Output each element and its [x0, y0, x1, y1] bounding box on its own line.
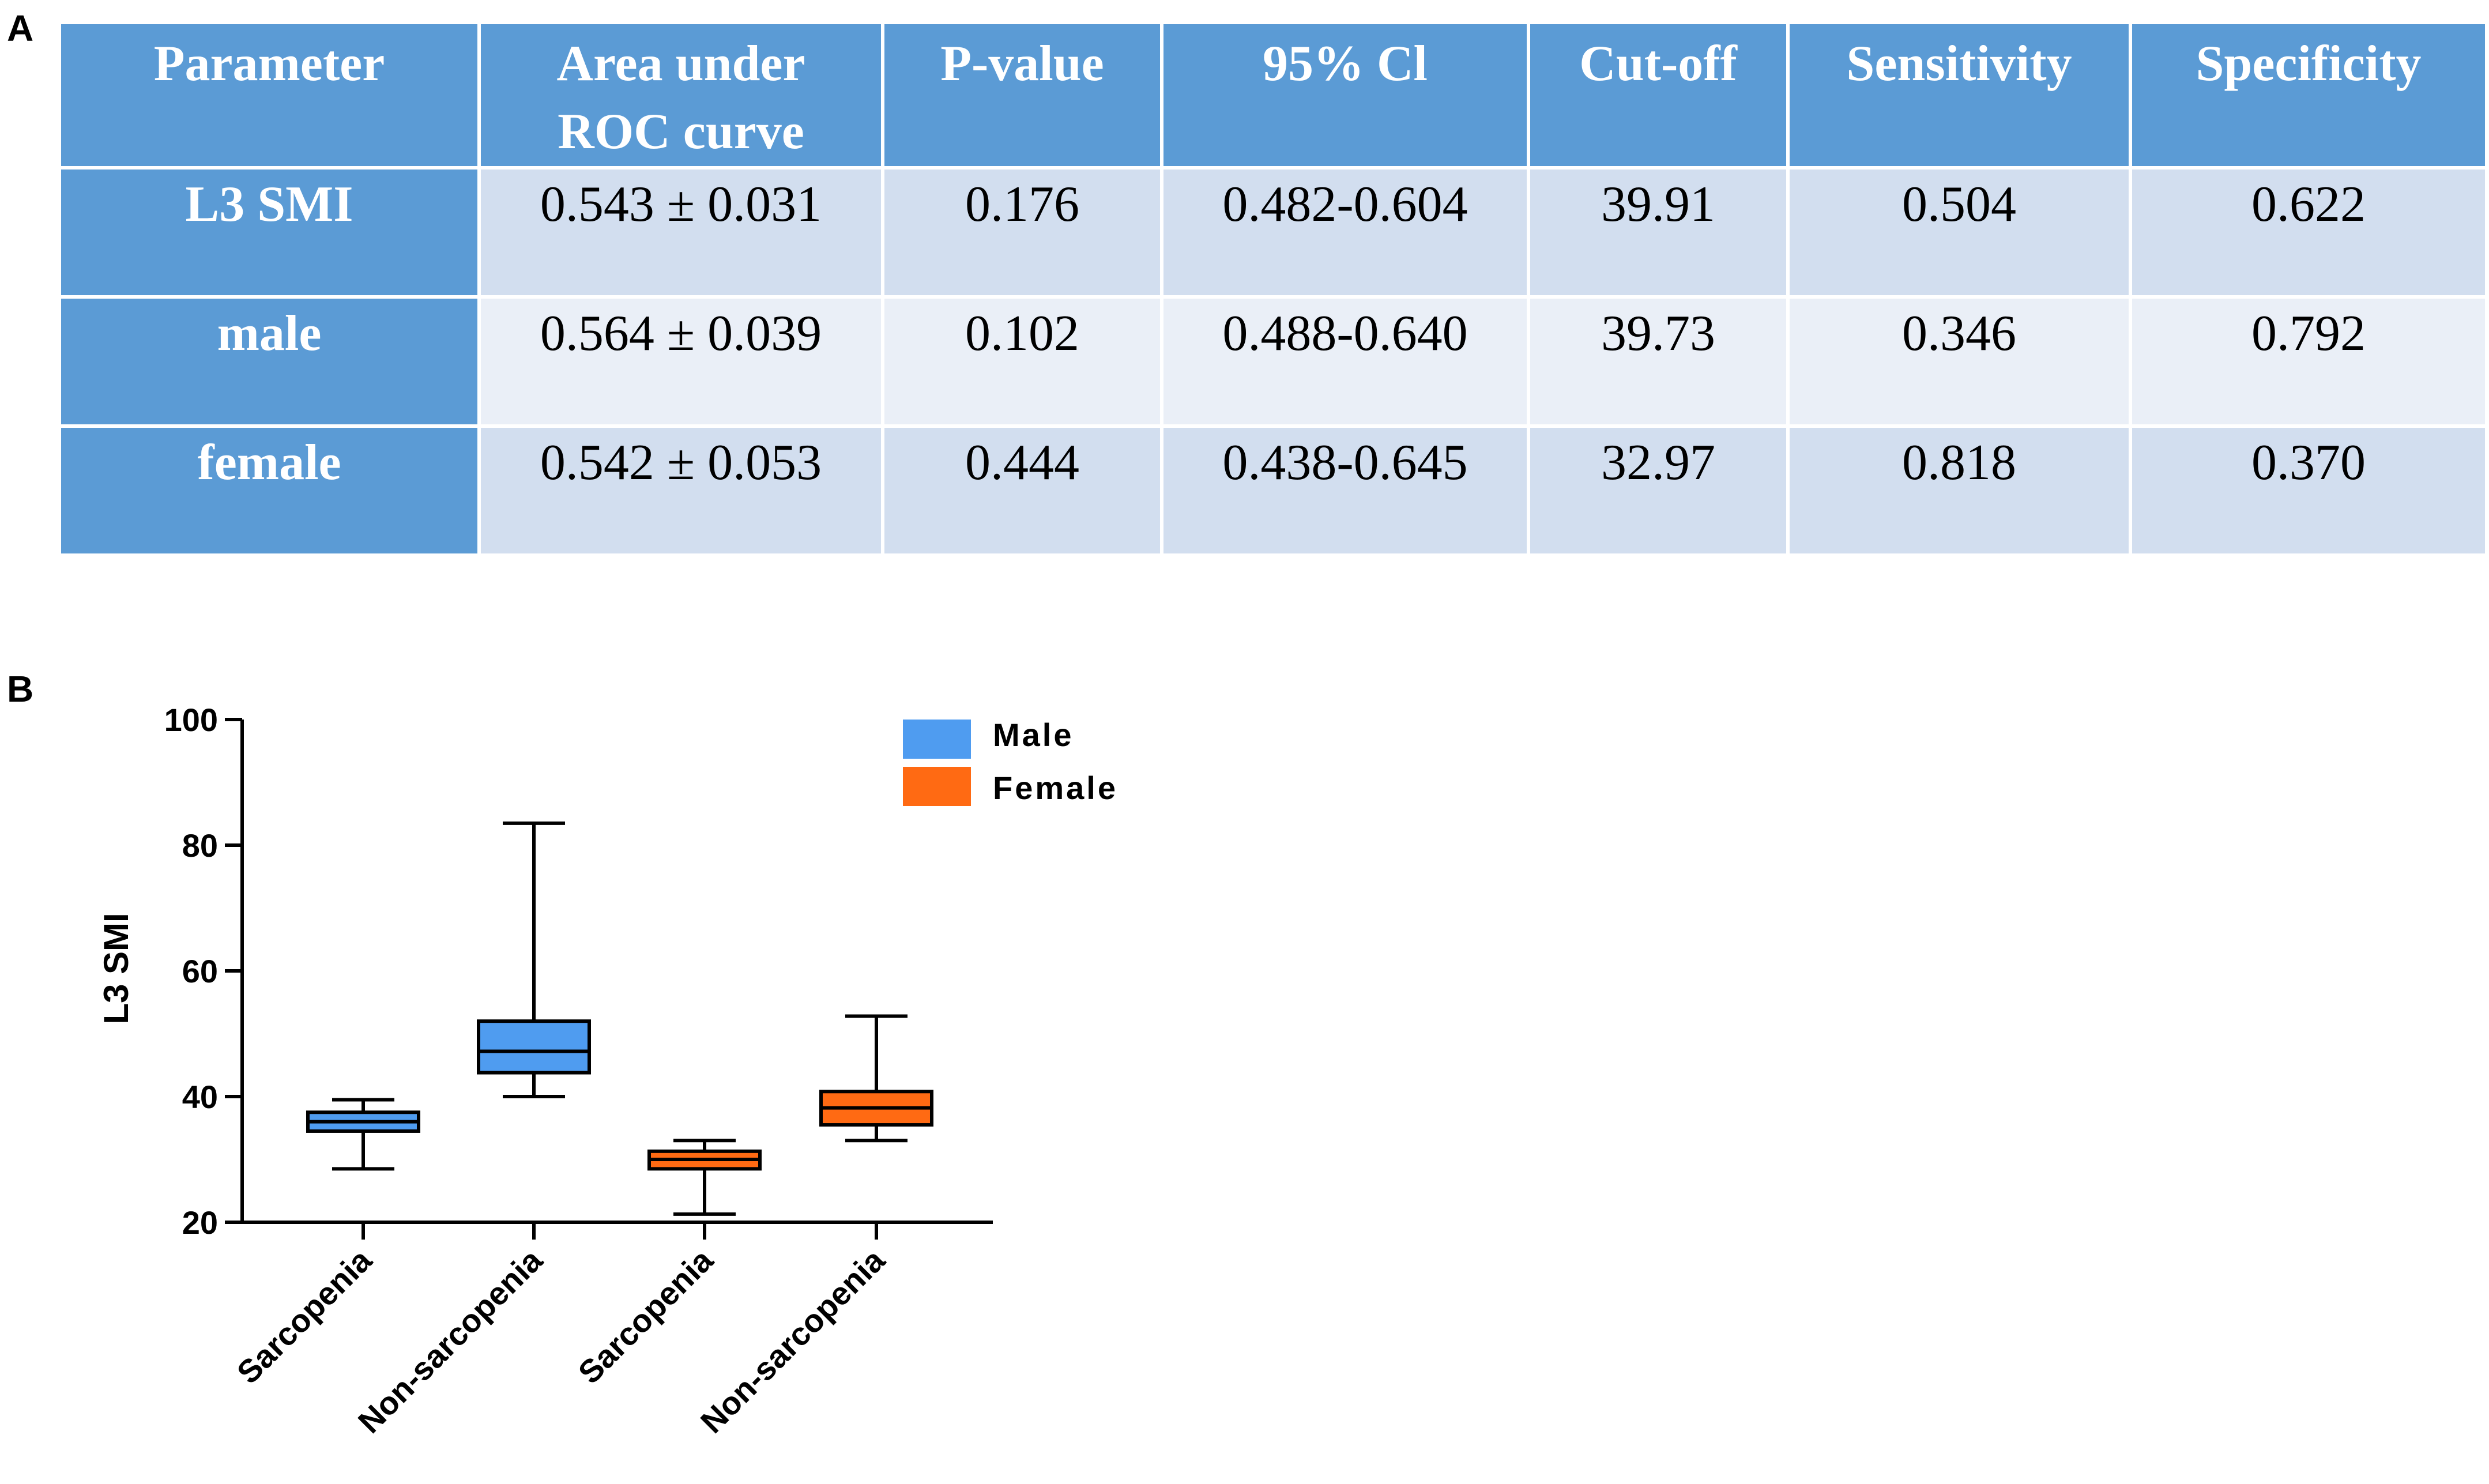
y-tick-label: 40	[182, 1079, 218, 1115]
table-cell: 0.564 ± 0.039	[477, 295, 884, 428]
x-tick-label: Non-sarcopenia	[351, 1241, 549, 1440]
legend-swatch-female	[903, 767, 971, 806]
table-cell: 39.91	[1527, 166, 1790, 299]
table-cell: 0.504	[1786, 166, 2132, 299]
header-p-value: P-value	[881, 21, 1163, 170]
header-specificity: Specificity	[2129, 21, 2488, 170]
y-axis-label: L3 SMI	[97, 913, 135, 1024]
header-ci: 95% Cl	[1160, 21, 1530, 170]
table-cell: 0.102	[881, 295, 1163, 428]
table-cell: 0.438-0.645	[1160, 424, 1530, 557]
y-tick-label: 20	[182, 1204, 218, 1241]
legend-swatch-male	[903, 720, 971, 759]
row-label: male	[58, 295, 481, 428]
y-tick-label: 100	[164, 702, 218, 738]
table-header-row: Parameter Area under ROC curve P-value 95…	[58, 21, 2488, 170]
y-tick-label: 60	[182, 953, 218, 989]
table-cell: 0.488-0.640	[1160, 295, 1530, 428]
table-row: male 0.564 ± 0.039 0.102 0.488-0.640 39.…	[58, 295, 2488, 428]
x-tick-label: Sarcopenia	[571, 1241, 720, 1391]
legend-label-female: Female	[993, 770, 1118, 806]
table-cell: 0.444	[881, 424, 1163, 557]
table-cell: 0.818	[1786, 424, 2132, 557]
table-cell: 0.176	[881, 166, 1163, 299]
table-cell: 0.542 ± 0.053	[477, 424, 884, 557]
roc-table: Parameter Area under ROC curve P-value 95…	[58, 21, 2488, 557]
table-cell: 39.73	[1527, 295, 1790, 428]
table-cell: 0.482-0.604	[1160, 166, 1530, 299]
table-cell: 0.622	[2129, 166, 2488, 299]
y-tick-label: 80	[182, 827, 218, 864]
table-cell: 0.543 ± 0.031	[477, 166, 884, 299]
table-row: L3 SMI 0.543 ± 0.031 0.176 0.482-0.604 3…	[58, 166, 2488, 299]
row-label: female	[58, 424, 481, 557]
table-cell: 0.370	[2129, 424, 2488, 557]
header-cutoff: Cut-off	[1527, 21, 1790, 170]
header-parameter: Parameter	[58, 21, 481, 170]
header-auc: Area under ROC curve	[477, 21, 884, 170]
row-label: L3 SMI	[58, 166, 481, 299]
panel-label-a: A	[7, 7, 34, 49]
table-row: female 0.542 ± 0.053 0.444 0.438-0.645 3…	[58, 424, 2488, 557]
header-sensitivity: Sensitivity	[1786, 21, 2132, 170]
box-male-non-sarcopenia	[477, 1019, 591, 1075]
legend-label-male: Male	[993, 717, 1074, 753]
table-cell: 32.97	[1527, 424, 1790, 557]
table-cell: 0.792	[2129, 295, 2488, 428]
x-tick-label: Sarcopenia	[229, 1241, 379, 1391]
panel-label-b: B	[7, 668, 34, 710]
table-cell: 0.346	[1786, 295, 2132, 428]
x-tick-label: Non-sarcopenia	[694, 1241, 892, 1440]
